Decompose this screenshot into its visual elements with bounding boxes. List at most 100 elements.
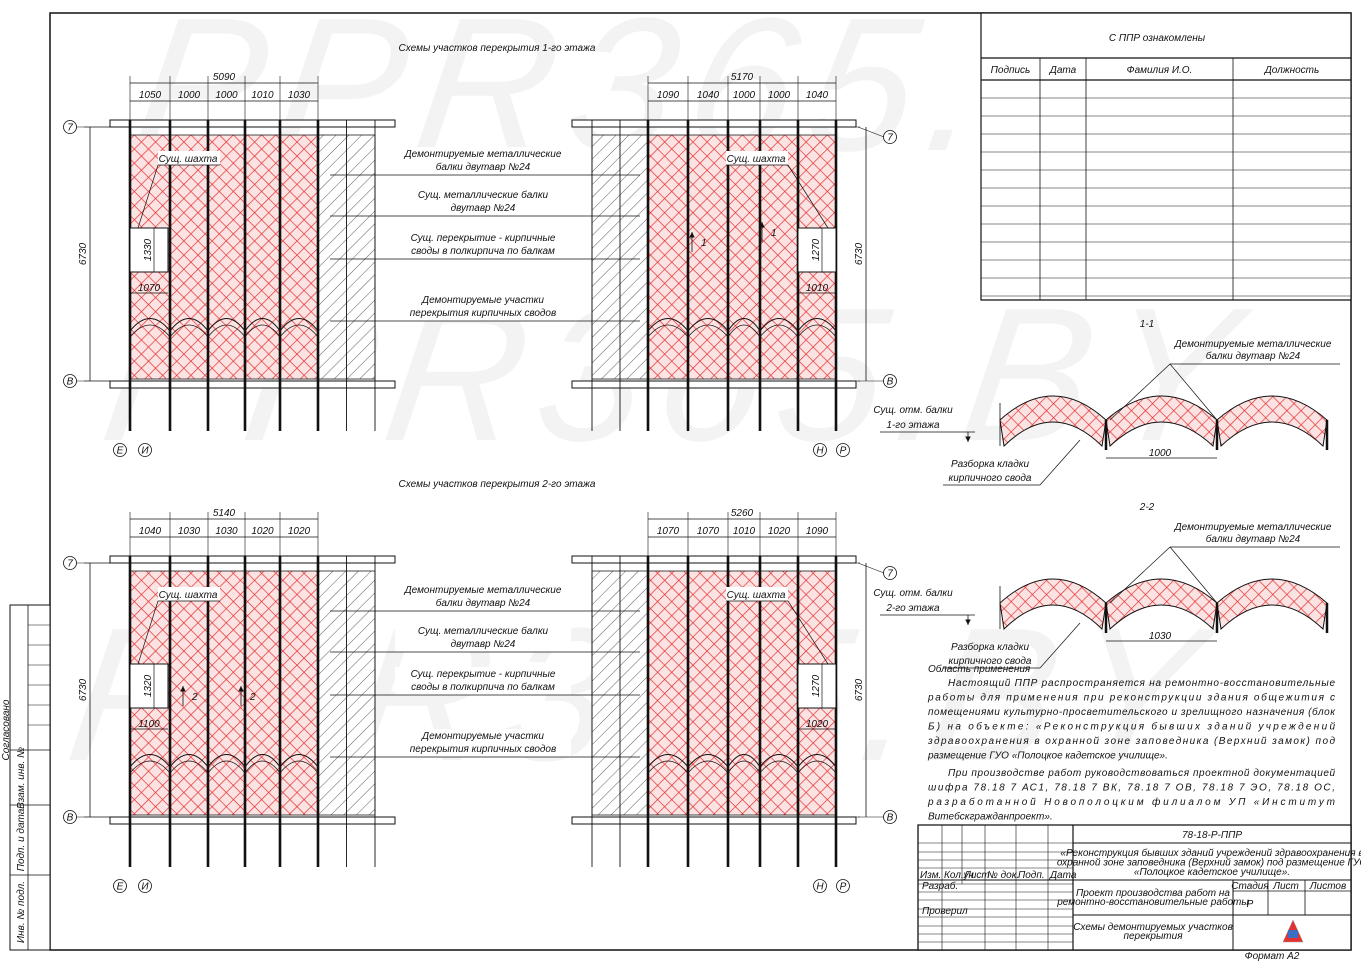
- leader: [1040, 440, 1080, 485]
- vault-arc: [798, 755, 836, 768]
- axis-label: Н: [816, 882, 824, 893]
- axis-bubble: [139, 444, 152, 457]
- callout: двутавр №24: [451, 203, 516, 214]
- axis-label: 7: [67, 123, 73, 134]
- axis-label: 7: [887, 133, 893, 144]
- notes-line: работы для применения при реконструкции …: [927, 692, 1335, 704]
- stamp-text: Взам. инв. №: [16, 747, 27, 809]
- section-mark: 2: [249, 692, 256, 703]
- callout: Сущ. перекрытие - кирпичные: [411, 669, 556, 680]
- axis-label: Р: [840, 446, 847, 457]
- callout: Демонтируемые металлические: [404, 585, 562, 596]
- label-bg: [726, 151, 788, 165]
- dimension: 1040: [139, 526, 162, 537]
- vault-arc: [170, 319, 208, 332]
- notes-line: Витебскгражданпроект».: [928, 811, 1053, 823]
- dimension: 5090: [213, 72, 236, 83]
- vault-section: [1106, 579, 1217, 629]
- axis-label: В: [887, 377, 894, 388]
- axis-label: И: [141, 446, 149, 457]
- wall-band: [110, 120, 395, 127]
- callout: двутавр №24: [451, 639, 516, 650]
- section-label: Сущ. отм. балки: [873, 587, 953, 599]
- wall-band: [110, 381, 395, 388]
- vault-arc: [648, 761, 688, 773]
- stamp-text: Инв. № подл.: [16, 881, 27, 943]
- dimension: 1070: [697, 526, 720, 537]
- section-mark: 1: [771, 228, 777, 239]
- dimension: 5170: [731, 72, 754, 83]
- axis-label: И: [141, 882, 149, 893]
- tb-text: перекрытия: [1123, 931, 1183, 942]
- dimension: 1030: [1149, 631, 1172, 642]
- callout: перекрытия кирпичных сводов: [410, 744, 556, 755]
- axis-line: [858, 563, 884, 573]
- dimension: 6730: [78, 242, 89, 265]
- callout: Сущ. перекрытие - кирпичные: [411, 233, 556, 244]
- shaft: [130, 228, 168, 272]
- title-block: [918, 825, 1351, 950]
- vault-arc: [208, 325, 245, 337]
- vault-arc: [688, 761, 728, 773]
- axis-label: В: [887, 813, 894, 824]
- vault-arc: [648, 319, 688, 332]
- axis-label: В: [67, 377, 74, 388]
- leader: [1040, 623, 1080, 668]
- dimension: 6730: [854, 678, 865, 701]
- tb-text: Изм.: [920, 870, 941, 881]
- callout: балки двутавр №24: [436, 597, 531, 609]
- section-label: 2-го этажа: [885, 603, 940, 614]
- axis-label: В: [67, 813, 74, 824]
- dimension: 5140: [213, 508, 236, 519]
- dimension: 1010: [251, 90, 274, 101]
- vault-arc: [170, 755, 208, 768]
- dimension: 1070: [657, 526, 680, 537]
- axis-bubble: [837, 444, 850, 457]
- label-bg: [395, 729, 571, 757]
- vault-arc: [760, 755, 798, 768]
- vault-arc: [280, 761, 318, 773]
- vault-arc: [208, 761, 245, 773]
- table-header: Фамилия И.О.: [1127, 65, 1193, 76]
- leader: [1170, 547, 1217, 603]
- vault-arc: [130, 761, 170, 773]
- vault-arc: [170, 761, 208, 773]
- notes-line: Настоящий ППР распространяется на ремонт…: [948, 678, 1335, 689]
- dimension: 6730: [78, 678, 89, 701]
- tb-text: охранной зоне заповедника (Верхний замок…: [1057, 858, 1361, 869]
- vault-section: [1000, 579, 1106, 629]
- dimension: 1030: [178, 526, 201, 537]
- shaft-label: Сущ. шахта: [727, 154, 786, 165]
- label-bg: [158, 151, 220, 165]
- notes-line: здравоохранения в охранной зоне заповедн…: [927, 736, 1335, 747]
- dimension: 1000: [733, 90, 756, 101]
- scheme-title: Схемы участков перекрытия 2-го этажа: [399, 479, 596, 490]
- vault-arc: [280, 755, 318, 768]
- vault-arc: [245, 319, 280, 332]
- section-label: кирпичного свода: [949, 473, 1032, 484]
- vault-arc: [130, 325, 170, 337]
- dimension: 1040: [806, 90, 829, 101]
- vault-arc: [688, 325, 728, 337]
- vault-arc: [728, 761, 760, 773]
- vault-arc: [688, 319, 728, 332]
- section-title: 1-1: [1140, 319, 1154, 330]
- shaft: [798, 228, 836, 272]
- label-bg: [395, 188, 571, 216]
- dimension: 1020: [288, 526, 311, 537]
- leader: [1170, 364, 1217, 420]
- tb-text: Дата: [1049, 870, 1077, 881]
- callout: своды в полкирпича по балкам: [411, 681, 555, 693]
- label-bg: [395, 624, 571, 652]
- tb-text: Проект производства работ на: [1076, 887, 1230, 899]
- callout: своды в полкирпича по балкам: [411, 245, 555, 257]
- shaft-label: Сущ. шахта: [159, 154, 218, 165]
- vault-section: [1106, 396, 1217, 446]
- axis-bubble: [837, 880, 850, 893]
- vault-section: [1217, 396, 1327, 446]
- axis-bubble: [814, 444, 827, 457]
- leader: [138, 601, 158, 664]
- section-label: балки двутавр №24: [1206, 533, 1301, 545]
- notes-line: разработанной Новополоцким филиалом УП «…: [927, 796, 1335, 808]
- dimension: 1010: [733, 526, 756, 537]
